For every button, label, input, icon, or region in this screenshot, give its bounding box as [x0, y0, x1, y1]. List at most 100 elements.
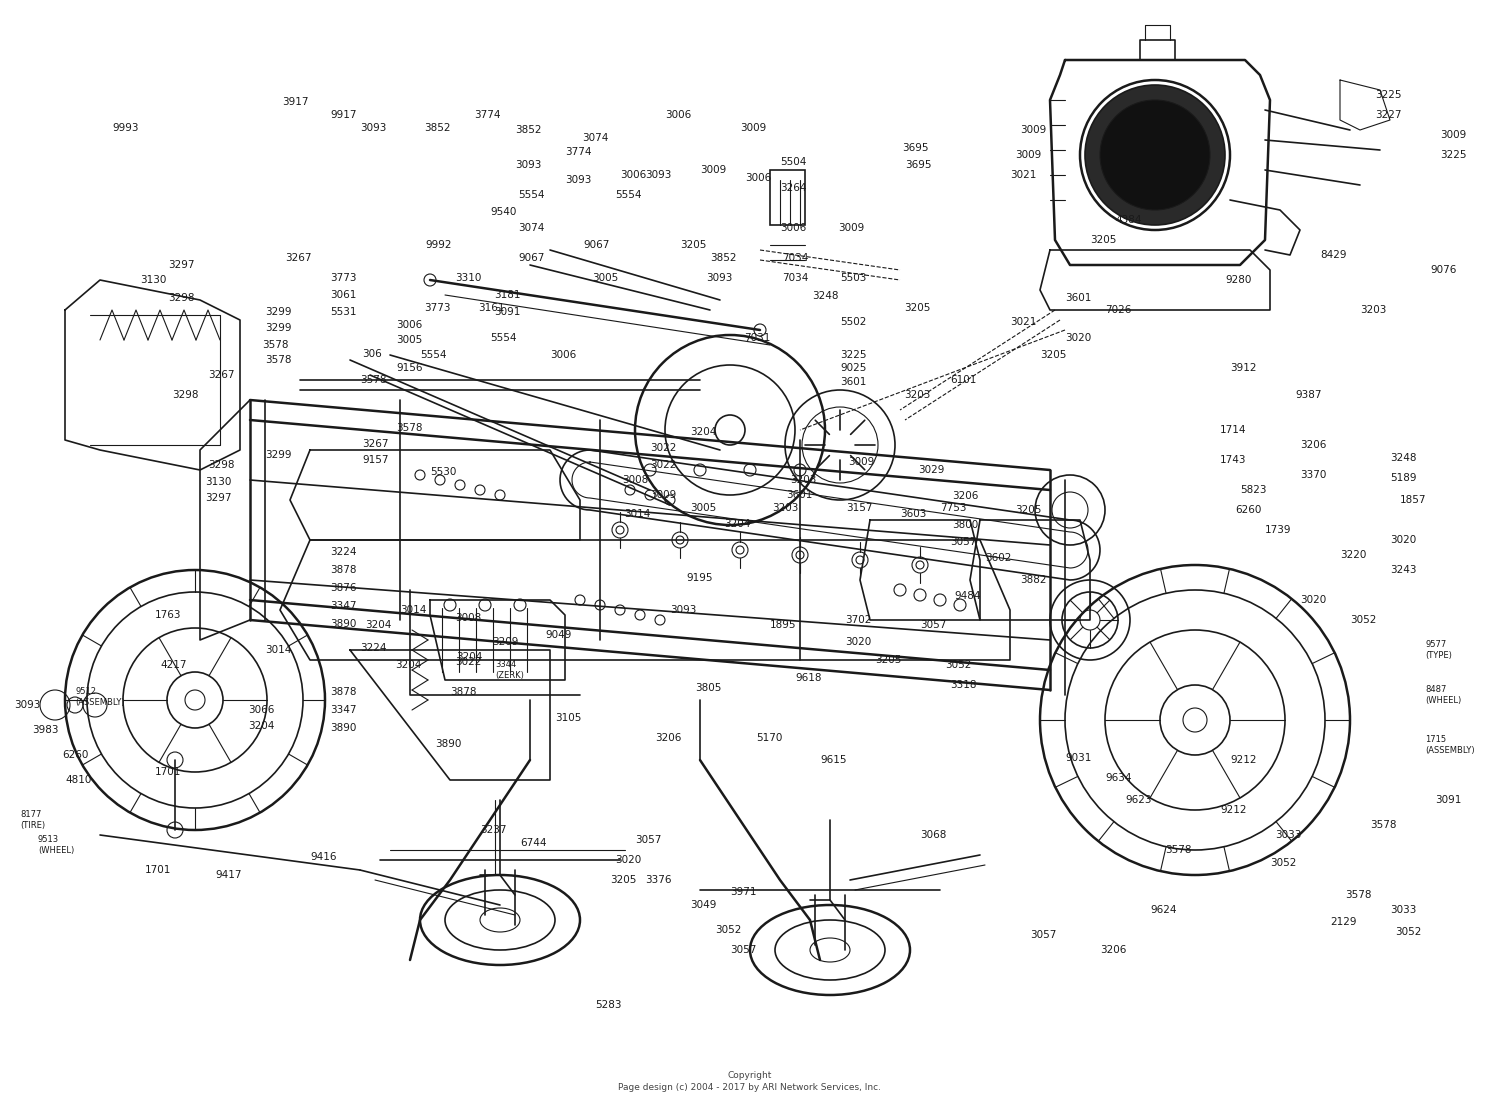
Text: 3205: 3205: [1040, 350, 1066, 360]
Text: 3695: 3695: [904, 160, 932, 170]
Text: 9624: 9624: [1150, 905, 1176, 915]
Text: 9618: 9618: [795, 673, 822, 683]
Text: 5531: 5531: [330, 307, 357, 317]
Text: 3014: 3014: [266, 645, 291, 656]
Text: 5189: 5189: [1390, 473, 1416, 483]
Text: 9067: 9067: [518, 253, 544, 264]
Text: 3578: 3578: [396, 423, 423, 433]
Text: 3601: 3601: [1065, 293, 1092, 303]
Text: 3093: 3093: [670, 605, 696, 615]
Text: 3773: 3773: [330, 273, 357, 283]
Text: 3805: 3805: [694, 683, 721, 693]
Text: 3299: 3299: [266, 450, 291, 460]
Text: 3205: 3205: [1016, 505, 1041, 515]
Text: 3005: 3005: [396, 335, 423, 345]
Text: 3206: 3206: [1300, 440, 1326, 450]
Text: 3267: 3267: [209, 370, 234, 380]
Text: 9484: 9484: [954, 591, 981, 601]
Text: 3882: 3882: [1020, 575, 1047, 585]
Text: 3248: 3248: [1390, 453, 1416, 463]
Text: 3852: 3852: [710, 253, 736, 264]
Text: 3093: 3093: [645, 170, 672, 180]
Text: 3009: 3009: [740, 123, 766, 133]
Text: 9049: 9049: [544, 630, 572, 640]
Text: 3578: 3578: [266, 355, 291, 365]
Text: 3074: 3074: [582, 133, 609, 143]
Text: 6260: 6260: [62, 750, 88, 760]
Text: 3203: 3203: [772, 503, 798, 513]
Text: 6260: 6260: [1234, 505, 1262, 515]
Text: 9076: 9076: [1430, 265, 1456, 274]
Text: 3157: 3157: [846, 503, 873, 513]
Text: 3009: 3009: [1440, 130, 1466, 141]
Text: 7026: 7026: [1106, 305, 1131, 315]
Text: 3009: 3009: [839, 223, 864, 233]
Text: 9156: 9156: [396, 363, 423, 373]
Text: 3203: 3203: [1360, 305, 1386, 315]
Text: 3006: 3006: [664, 110, 692, 120]
Text: 3052: 3052: [716, 925, 741, 935]
Text: 3852: 3852: [514, 125, 541, 135]
Text: 1857: 1857: [1400, 495, 1426, 505]
Text: 9212: 9212: [1220, 805, 1246, 815]
Text: 8429: 8429: [1320, 250, 1347, 260]
Text: 5554: 5554: [490, 333, 516, 343]
Text: 3370: 3370: [1300, 470, 1326, 480]
Text: 3203: 3203: [790, 475, 816, 485]
Text: 4217: 4217: [160, 660, 186, 670]
Text: 1895: 1895: [770, 620, 796, 630]
Text: 3971: 3971: [730, 887, 756, 897]
Text: 3800: 3800: [952, 520, 978, 530]
Text: 3220: 3220: [1340, 550, 1366, 560]
Text: 3020: 3020: [615, 855, 642, 865]
Text: 3068: 3068: [920, 830, 946, 840]
Text: 3033: 3033: [1275, 830, 1302, 840]
Text: 9540: 9540: [490, 208, 516, 217]
Text: 3205: 3205: [680, 240, 706, 250]
Text: 3205: 3205: [904, 303, 930, 313]
Text: Copyright: Copyright: [728, 1071, 772, 1079]
Text: 9212: 9212: [1230, 755, 1257, 765]
Text: 3033: 3033: [1390, 905, 1416, 915]
Text: 3014: 3014: [400, 605, 426, 615]
Text: 3029: 3029: [918, 464, 945, 475]
Text: 3578: 3578: [1346, 890, 1371, 900]
Text: 3204: 3204: [690, 427, 717, 437]
Text: 9512
(ASSEMBLY): 9512 (ASSEMBLY): [75, 687, 124, 707]
Text: 3057: 3057: [730, 945, 756, 955]
Text: 3057: 3057: [634, 834, 662, 845]
Circle shape: [1100, 100, 1210, 210]
Text: 3057: 3057: [1030, 930, 1056, 940]
Text: 3299: 3299: [266, 307, 291, 317]
Text: 3578: 3578: [262, 340, 288, 350]
Text: 3297: 3297: [206, 493, 231, 503]
Text: 3020: 3020: [844, 637, 871, 647]
Text: 3061: 3061: [330, 290, 357, 300]
Text: 3224: 3224: [360, 643, 387, 653]
Text: 9387: 9387: [1294, 390, 1322, 400]
Text: 3318: 3318: [950, 680, 976, 690]
Text: 3774: 3774: [474, 110, 501, 120]
Text: 3205: 3205: [874, 656, 902, 665]
Text: 3052: 3052: [1270, 858, 1296, 869]
Text: 3299: 3299: [266, 323, 291, 333]
Text: 3009: 3009: [847, 457, 874, 467]
Text: 3057: 3057: [920, 620, 946, 630]
Text: 3057: 3057: [950, 537, 976, 547]
Text: 3204: 3204: [248, 721, 274, 731]
Text: 3074: 3074: [518, 223, 544, 233]
Text: 3209: 3209: [492, 637, 519, 647]
Text: 9157: 9157: [362, 455, 388, 464]
Text: 3344
(ZERK): 3344 (ZERK): [495, 660, 524, 680]
Text: 3204: 3204: [456, 652, 483, 662]
Text: 5504: 5504: [780, 157, 807, 167]
Circle shape: [1084, 85, 1226, 225]
Text: 5823: 5823: [1240, 485, 1266, 495]
Text: 3014: 3014: [624, 509, 651, 519]
Text: 3130: 3130: [206, 477, 231, 488]
Text: 3020: 3020: [1390, 535, 1416, 545]
Text: 3890: 3890: [330, 619, 357, 629]
Text: 5170: 5170: [756, 733, 783, 743]
Text: 5503: 5503: [840, 273, 867, 283]
Text: 3224: 3224: [330, 547, 357, 557]
